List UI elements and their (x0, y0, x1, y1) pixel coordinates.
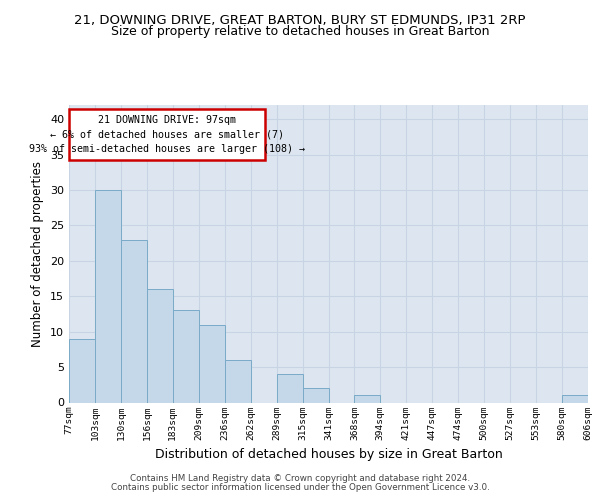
Bar (199, 324, 224, 402)
Bar (562, 396, 588, 402)
Bar (225, 360, 251, 403)
FancyBboxPatch shape (69, 108, 265, 160)
Text: Contains HM Land Registry data © Crown copyright and database right 2024.: Contains HM Land Registry data © Crown c… (130, 474, 470, 483)
Text: Contains public sector information licensed under the Open Government Licence v3: Contains public sector information licen… (110, 484, 490, 492)
Y-axis label: Number of detached properties: Number of detached properties (31, 161, 44, 347)
Bar (355, 396, 380, 402)
Text: Size of property relative to detached houses in Great Barton: Size of property relative to detached ho… (111, 25, 489, 38)
Bar (147, 289, 173, 403)
Text: 21 DOWNING DRIVE: 97sqm
← 6% of detached houses are smaller (7)
93% of semi-deta: 21 DOWNING DRIVE: 97sqm ← 6% of detached… (29, 114, 305, 154)
Bar (277, 374, 302, 402)
Bar (95, 190, 121, 402)
Bar (302, 388, 329, 402)
Text: 21, DOWNING DRIVE, GREAT BARTON, BURY ST EDMUNDS, IP31 2RP: 21, DOWNING DRIVE, GREAT BARTON, BURY ST… (74, 14, 526, 27)
Bar (121, 240, 147, 402)
Bar (69, 339, 95, 402)
Bar (173, 310, 199, 402)
X-axis label: Distribution of detached houses by size in Great Barton: Distribution of detached houses by size … (155, 448, 502, 461)
